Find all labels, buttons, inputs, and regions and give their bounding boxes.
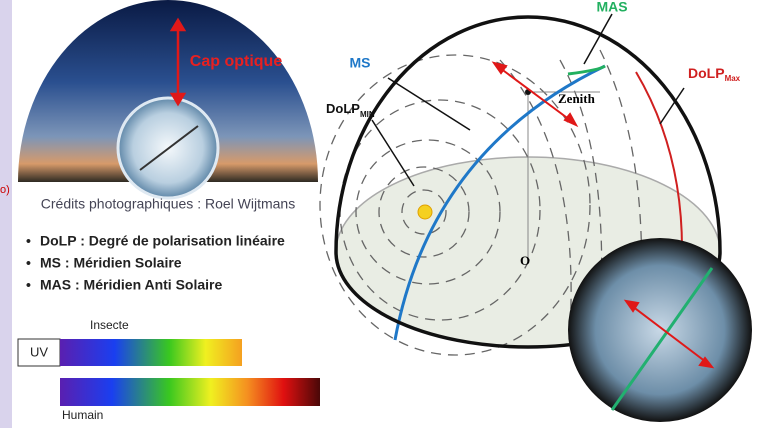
polarization-arrow	[491, 61, 579, 128]
mas-meridian	[567, 64, 606, 76]
uv-box	[17, 338, 61, 367]
photo	[18, 0, 318, 182]
dome	[334, 15, 722, 349]
legend-item: MS : Méridien Solaire	[40, 255, 182, 271]
human-spectrum	[60, 378, 320, 406]
needle	[139, 125, 199, 171]
insect-spectrum	[60, 339, 242, 366]
bullet: •	[26, 255, 31, 271]
insect-label: Insecte	[90, 318, 129, 332]
credits: Crédits photographiques : Roel Wijtmans	[41, 196, 295, 212]
uv-label: UV	[30, 344, 48, 359]
pointers	[371, 13, 685, 187]
dolp-min-label: DoLPMIN	[326, 101, 375, 119]
side-strip	[0, 0, 12, 428]
bullet: •	[26, 277, 31, 293]
fisheye	[568, 238, 752, 422]
mas-label: MAS	[596, 0, 627, 15]
origin-label: O	[520, 253, 530, 268]
ms-meridian	[393, 64, 606, 341]
legend-item: MAS : Méridien Anti Solaire	[40, 277, 222, 293]
human-label: Humain	[62, 408, 103, 422]
zenith-label: Zenith	[558, 91, 596, 106]
dolp-max-label: DoLPMax	[688, 65, 741, 83]
fisheye-meridian	[610, 267, 714, 411]
sun	[417, 204, 433, 220]
edge-fragment: o)	[0, 184, 10, 196]
arrow	[169, 17, 187, 107]
arrow-label: Cap optique	[190, 53, 283, 70]
bullet: •	[26, 233, 31, 249]
legend-item: DoLP : Degré de polarisation linéaire	[40, 233, 285, 249]
fisheye-arrow	[623, 299, 715, 369]
ms-label: MS	[350, 55, 371, 71]
